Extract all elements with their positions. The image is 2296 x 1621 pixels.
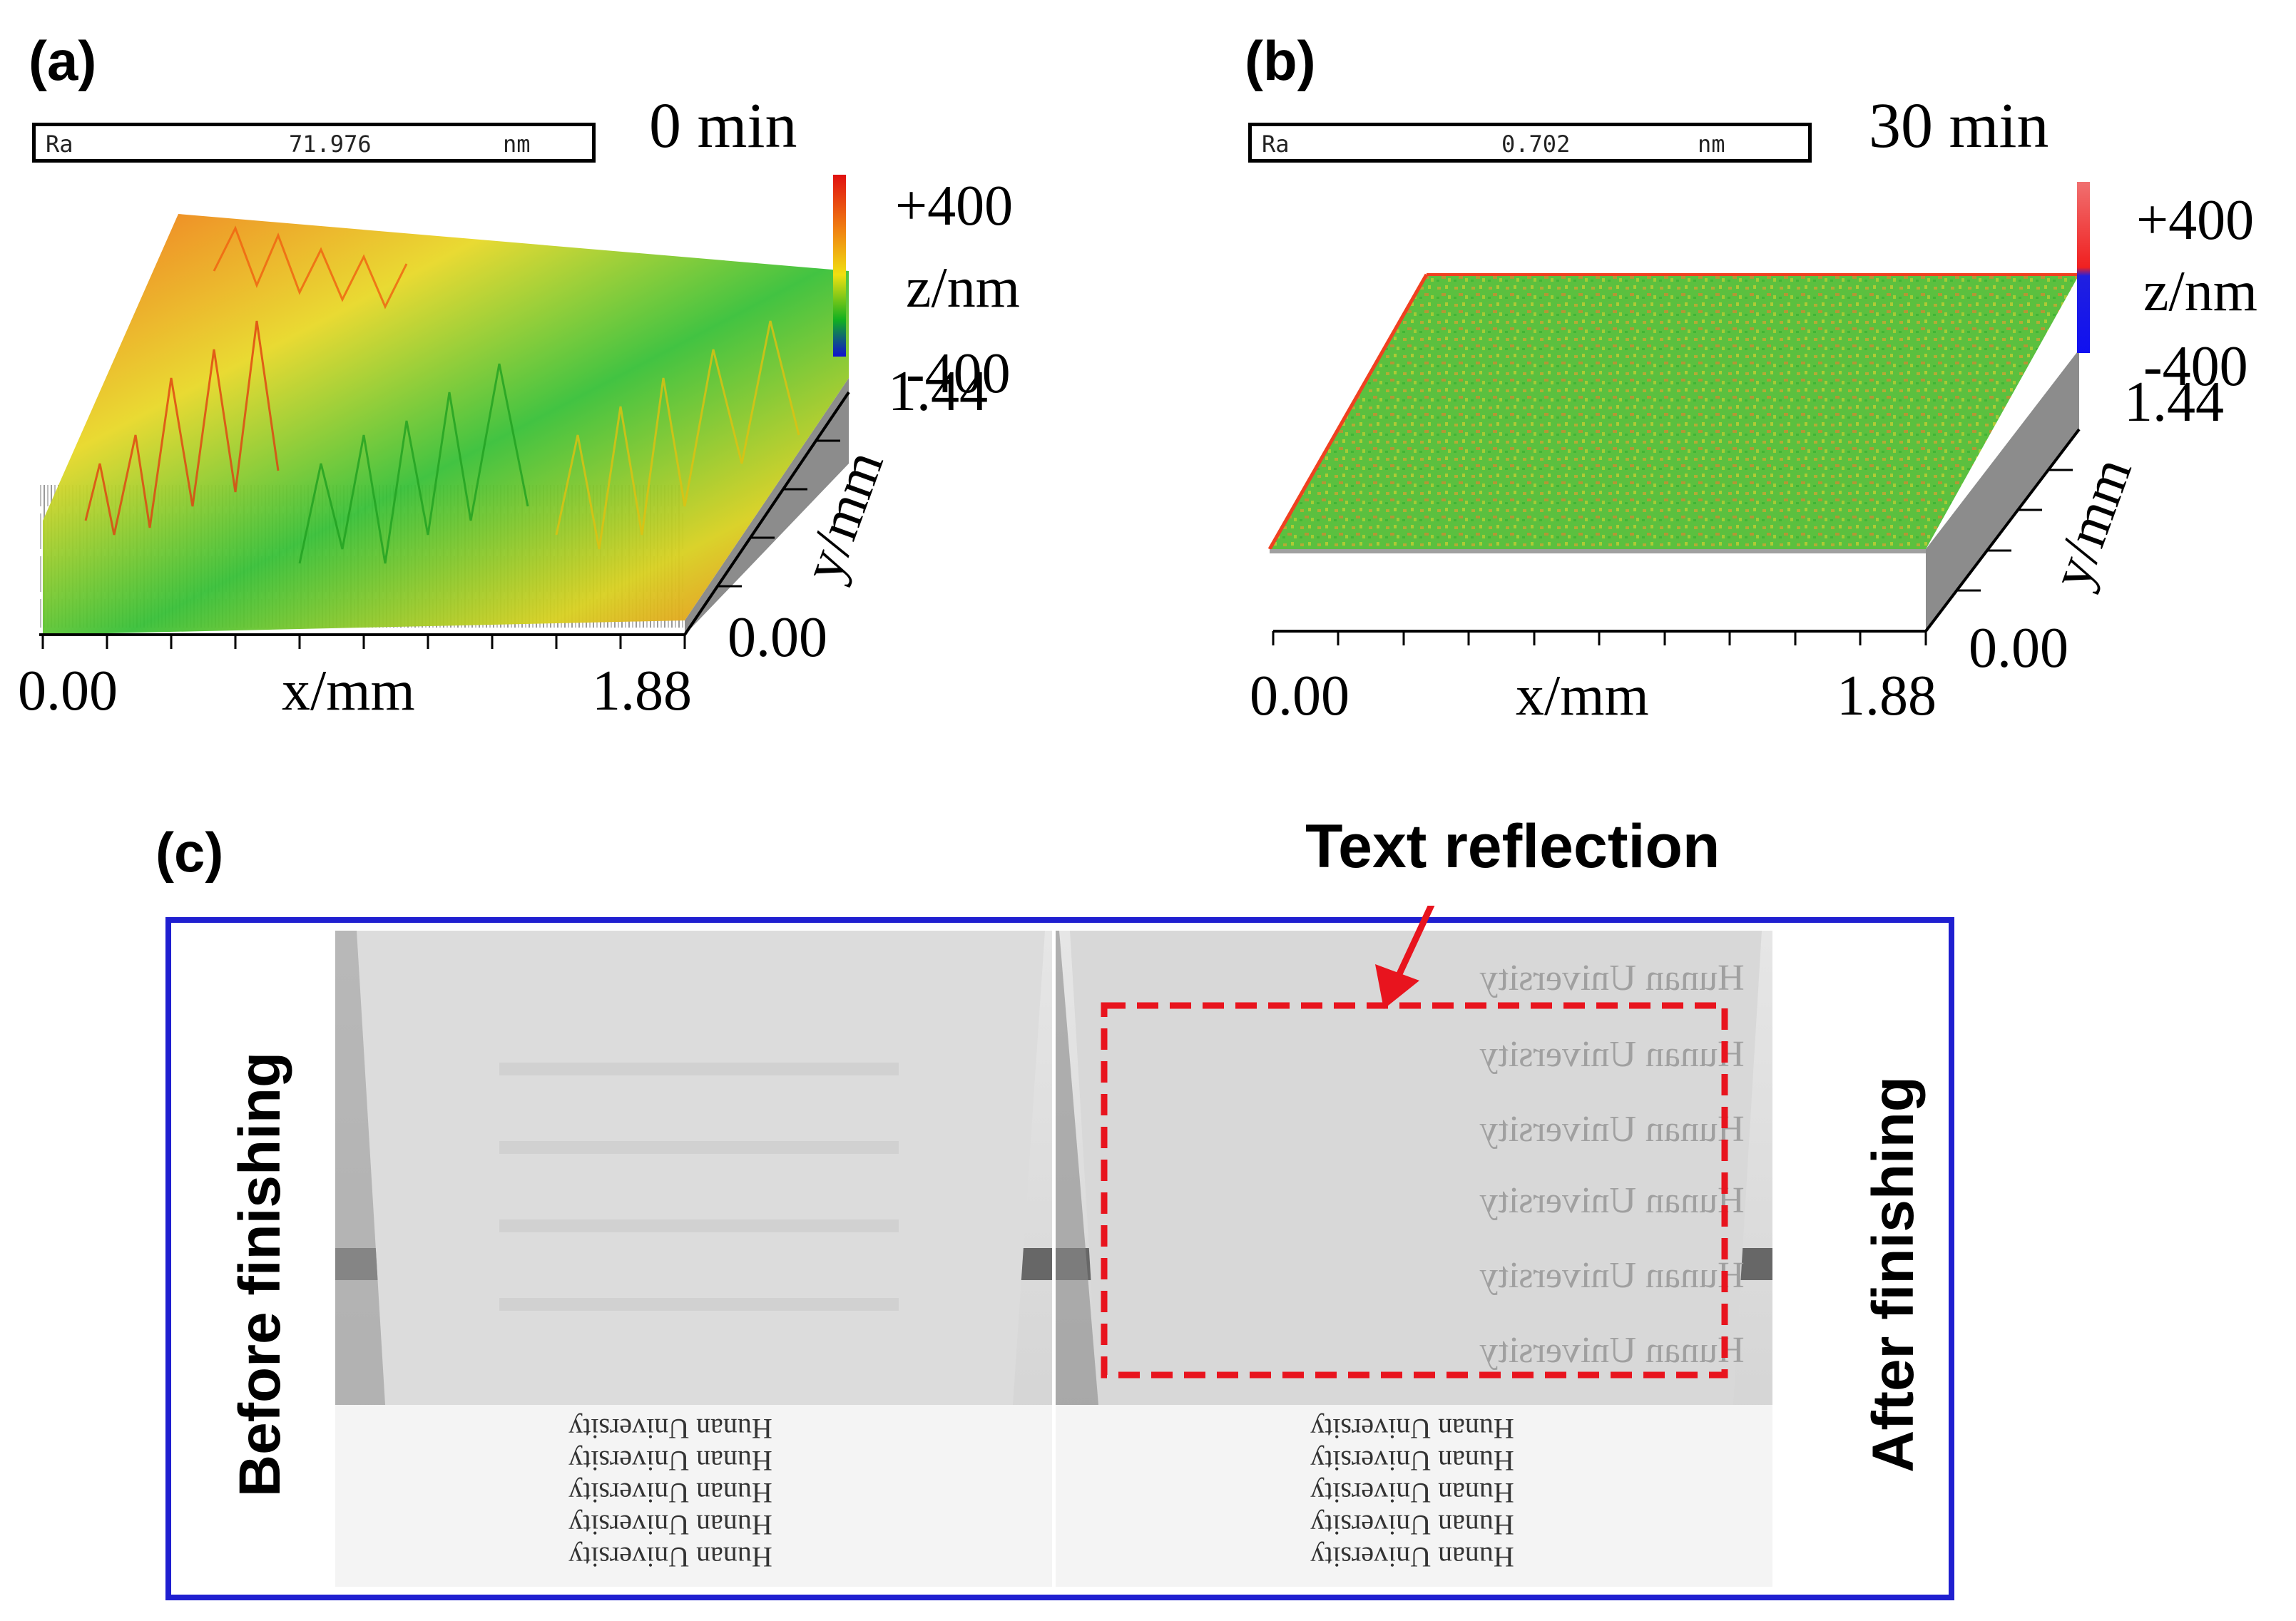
panel-a-z-min: -400 xyxy=(906,342,1011,405)
text-reflection-annotation: Text reflection xyxy=(1305,812,1720,881)
panel-b-smooth-surface xyxy=(1270,275,2079,549)
panel-a-rough-surface xyxy=(43,214,849,635)
panel-b-colorbar xyxy=(2077,182,2090,353)
panel-b-x-min: 0.00 xyxy=(1250,665,1349,727)
svg-text:Hunan University: Hunan University xyxy=(1310,1413,1514,1445)
svg-text:Hunan University: Hunan University xyxy=(1479,1180,1744,1221)
panel-a-time: 0 min xyxy=(649,91,797,161)
printed-text-left: Hunan University Hunan University Hunan … xyxy=(568,1413,772,1573)
svg-text:Hunan University: Hunan University xyxy=(1310,1509,1514,1541)
panel-b-ra-box: Ra 0.702 nm xyxy=(1248,123,1812,163)
before-finishing-caption: Before finishing xyxy=(228,1051,292,1498)
panel-b-z-max: +400 xyxy=(2136,189,2254,252)
panel-b-z-label: z/nm xyxy=(2143,260,2257,323)
sample-after-finishing xyxy=(1070,931,1762,1405)
panel-b-surface-plot: +400 z/nm -400 1.44 y/mm 0.00 0.00 x/mm … xyxy=(1250,182,2257,727)
panel-a-y-max: 1.44 xyxy=(888,360,988,423)
annotation-arrow xyxy=(1394,906,1435,978)
panel-b-time: 30 min xyxy=(1869,91,2049,161)
panel-a-ra-box: Ra 71.976 nm xyxy=(32,123,596,163)
panel-a-y-min: 0.00 xyxy=(728,606,827,669)
svg-text:Hunan University: Hunan University xyxy=(1479,1034,1744,1075)
panel-b-x-max: 1.88 xyxy=(1837,665,1937,727)
printed-paper-right xyxy=(1056,1405,1772,1587)
panel-b-ra-unit: nm xyxy=(1698,131,1725,158)
panel-a-noise xyxy=(84,225,800,564)
panel-c-label: (c) xyxy=(155,821,224,884)
svg-text:Hunan University: Hunan University xyxy=(1479,1109,1744,1150)
annotation-arrow-head xyxy=(1375,964,1419,1009)
panel-b-ra-name: Ra xyxy=(1262,131,1290,158)
panel-b-label: (b) xyxy=(1245,29,1316,92)
panel-a-ra-name: Ra xyxy=(46,131,73,158)
panel-b-y-ticks xyxy=(1956,469,2073,592)
svg-text:Hunan University: Hunan University xyxy=(1479,958,1744,998)
svg-text:Hunan University: Hunan University xyxy=(1479,1255,1744,1296)
panel-a-z-label: z/nm xyxy=(906,257,1020,319)
reflection-highlight-box xyxy=(1101,1002,1728,1379)
panel-b-y-axis xyxy=(1924,428,2081,633)
panel-b-side-wall xyxy=(1926,349,2079,631)
svg-text:Hunan University: Hunan University xyxy=(1310,1445,1514,1477)
panel-a-colorbar xyxy=(833,175,846,357)
printed-paper-left xyxy=(335,1405,1052,1587)
reflected-text-lines: Hunan University Hunan University Hunan … xyxy=(1479,958,1744,1371)
panel-b-y-label: y/mm xyxy=(2039,450,2144,597)
svg-text:Hunan University: Hunan University xyxy=(1310,1477,1514,1509)
panel-a-x-label: x/mm xyxy=(282,660,415,722)
panel-b-ra-value: 0.702 xyxy=(1501,131,1571,158)
panel-a-y-ticks xyxy=(718,439,840,588)
panel-a-x-min: 0.00 xyxy=(18,660,118,722)
panel-b-x-ticks xyxy=(1272,631,1927,645)
panel-a-side-wall xyxy=(685,378,849,635)
panel-a-ra-value: 71.976 xyxy=(289,131,372,158)
after-finishing-caption: After finishing xyxy=(1861,1076,1926,1473)
panel-b-z-min: -400 xyxy=(2143,335,2248,398)
svg-text:Hunan University: Hunan University xyxy=(1310,1541,1514,1573)
svg-text:Hunan University: Hunan University xyxy=(1479,1330,1744,1371)
panel-a-label: (a) xyxy=(29,29,97,92)
photo-comparison: Hunan University Hunan University Hunan … xyxy=(165,906,1954,1600)
panel-b-y-max: 1.44 xyxy=(2124,371,2224,434)
svg-text:Hunan University: Hunan University xyxy=(568,1477,772,1509)
sample-before-finishing xyxy=(357,931,1045,1405)
panel-a-surface-plot: +400 z/nm -400 1.44 y/mm 0.00 0.00 x/mm … xyxy=(18,175,1020,722)
svg-text:Hunan University: Hunan University xyxy=(568,1413,772,1445)
faint-reflection-left xyxy=(499,1063,899,1311)
panel-b-x-label: x/mm xyxy=(1516,665,1649,727)
svg-text:Hunan University: Hunan University xyxy=(568,1541,772,1573)
printed-text-right: Hunan University Hunan University Hunan … xyxy=(1310,1413,1514,1573)
svg-text:Hunan University: Hunan University xyxy=(568,1509,772,1541)
panel-a-ra-unit: nm xyxy=(503,131,531,158)
panel-b-y-min: 0.00 xyxy=(1969,617,2068,680)
svg-text:Hunan University: Hunan University xyxy=(568,1445,772,1477)
panel-a-x-ticks xyxy=(41,635,686,649)
panel-a-y-axis xyxy=(683,391,850,636)
panel-a-z-max: +400 xyxy=(895,175,1013,237)
panel-a-x-max: 1.88 xyxy=(592,660,692,722)
